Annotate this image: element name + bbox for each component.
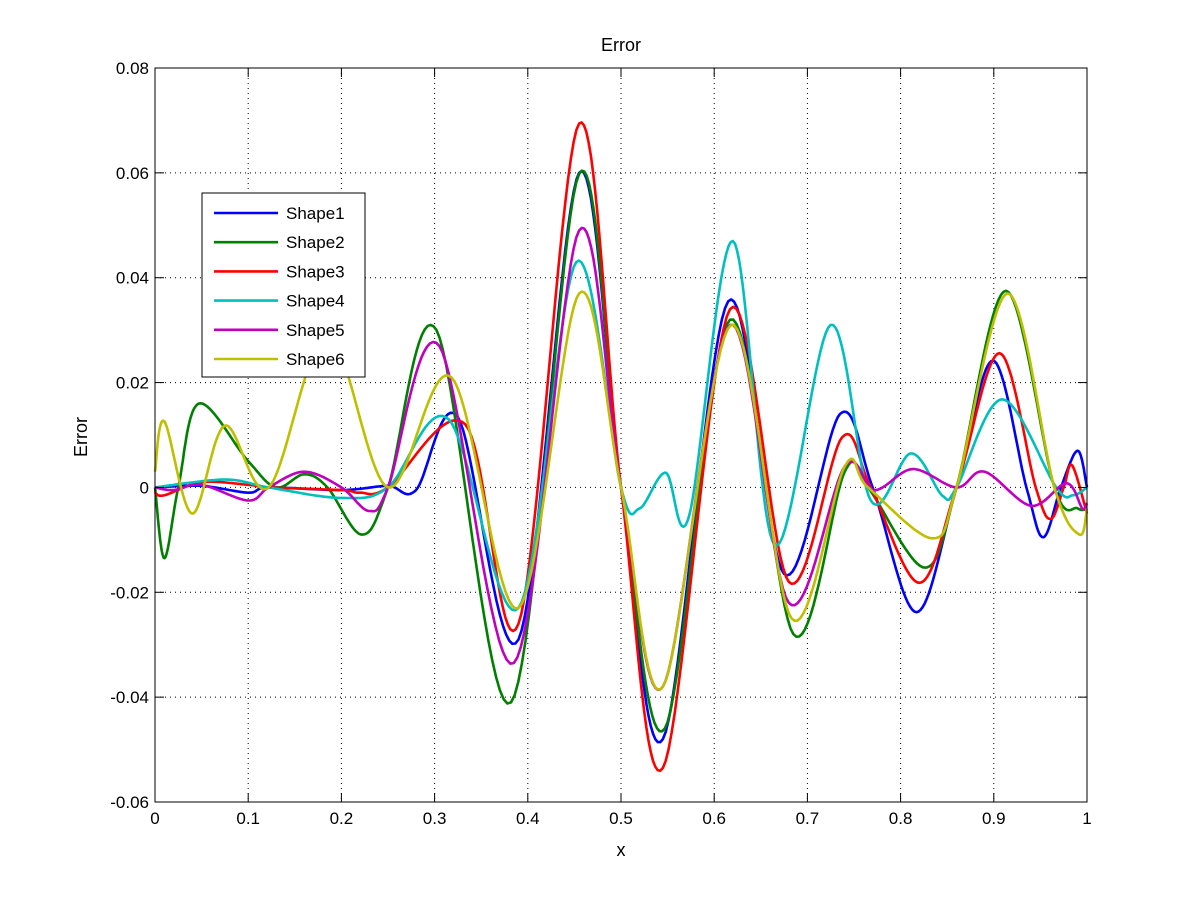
x-tick-label: 1 [1082,809,1091,828]
x-tick-label: 0.1 [236,809,260,828]
y-axis-label: Error [71,417,91,457]
x-tick-label: 0.7 [796,809,820,828]
plot-area [155,68,1087,802]
x-tick-label: 0.2 [330,809,354,828]
x-tick-label: 0 [150,809,159,828]
series-lines [153,121,1089,772]
legend: Shape1 Shape2 Shape3 Shape4 Shape5 Shape6 [201,192,366,378]
y-tick-label: -0.04 [110,688,149,707]
series-line-shape6 [153,290,1089,691]
x-tick-label: 0.9 [982,809,1006,828]
y-tick-label: 0.02 [116,374,149,393]
y-tick-label: 0.04 [116,269,149,288]
legend-label: Shape1 [286,204,345,223]
ticks: 0 0.1 0.2 0.3 0.4 0.5 0.6 0.7 0.8 0.9 1 -0.06 -0.04 -… [110,59,1091,828]
y-tick-label: -0.02 [110,583,149,602]
y-tick-label: 0.06 [116,164,149,183]
x-tick-label: 0.4 [516,809,540,828]
legend-label: Shape2 [286,233,345,252]
x-tick-label: 0.3 [423,809,447,828]
chart-title: Error [601,35,641,55]
y-tick-label: 0 [140,478,149,497]
x-tick-label: 0.5 [609,809,633,828]
y-tick-label: 0.08 [116,59,149,78]
legend-label: Shape3 [286,262,345,281]
x-tick-label: 0.6 [702,809,726,828]
legend-label: Shape5 [286,321,345,340]
y-tick-label: -0.06 [110,793,149,812]
x-axis-label: x [617,840,626,860]
legend-label: Shape6 [286,350,345,369]
legend-box [201,192,366,378]
legend-label: Shape4 [286,292,345,311]
series-line-shape4 [154,239,1088,612]
x-tick-label: 0.8 [889,809,913,828]
